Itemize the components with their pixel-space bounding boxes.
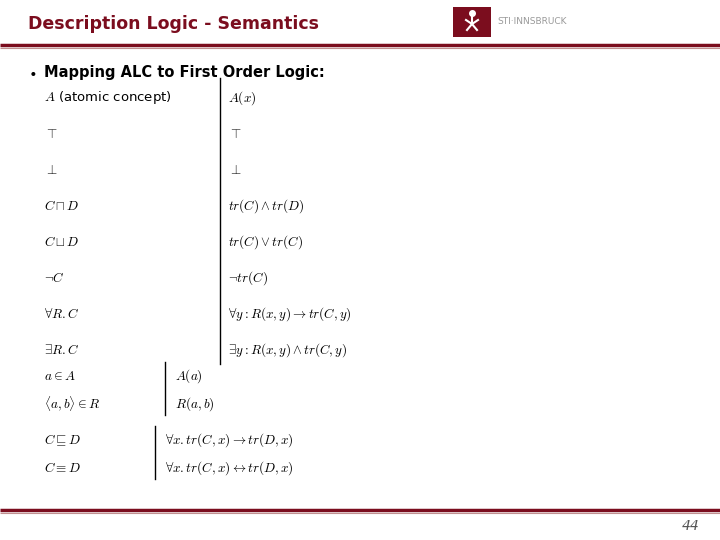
Text: $\neg tr(C)$: $\neg tr(C)$ (228, 269, 268, 287)
Text: $\top$: $\top$ (44, 127, 58, 140)
Text: $A$ (atomic concept): $A$ (atomic concept) (44, 90, 171, 106)
Text: $R(a,b)$: $R(a,b)$ (175, 395, 215, 413)
Text: $C \sqcup D$: $C \sqcup D$ (44, 235, 79, 249)
Text: $\forall R.C$: $\forall R.C$ (44, 307, 79, 321)
Text: $\neg C$: $\neg C$ (44, 271, 65, 285)
Text: $\forall y : R(x,y) \rightarrow tr(C,y)$: $\forall y : R(x,y) \rightarrow tr(C,y)$ (228, 305, 351, 323)
Text: 44: 44 (683, 519, 700, 533)
Text: STI·INNSBRUCK: STI·INNSBRUCK (497, 17, 567, 26)
Text: $\forall x.tr(C,x) \rightarrow tr(D,x)$: $\forall x.tr(C,x) \rightarrow tr(D,x)$ (165, 431, 294, 449)
Text: $a \in A$: $a \in A$ (44, 369, 76, 382)
Text: $\bot$: $\bot$ (228, 164, 242, 177)
Text: $\top$: $\top$ (228, 127, 242, 140)
Bar (453, 7, 491, 37)
Text: Mapping ALC to First Order Logic:: Mapping ALC to First Order Logic: (44, 64, 325, 79)
Text: $\langle a,b \rangle \in R$: $\langle a,b \rangle \in R$ (44, 394, 101, 414)
Text: $\exists R.C$: $\exists R.C$ (44, 343, 79, 357)
Text: $\bullet$: $\bullet$ (28, 65, 37, 79)
Text: $A(x)$: $A(x)$ (228, 89, 256, 107)
Text: $tr(C) \wedge tr(D)$: $tr(C) \wedge tr(D)$ (228, 197, 305, 215)
Text: Description Logic - Semantics: Description Logic - Semantics (28, 15, 319, 33)
Text: $\bot$: $\bot$ (44, 164, 58, 177)
Text: $C \sqcap D$: $C \sqcap D$ (44, 199, 79, 213)
Text: $C \sqsubseteq D$: $C \sqsubseteq D$ (44, 432, 81, 448)
Text: $\forall x.tr(C,x) \leftrightarrow tr(D,x)$: $\forall x.tr(C,x) \leftrightarrow tr(D,… (165, 459, 294, 477)
Text: $A(a)$: $A(a)$ (175, 367, 203, 385)
Text: $tr(C) \vee tr(C)$: $tr(C) \vee tr(C)$ (228, 233, 303, 251)
Text: $C \equiv D$: $C \equiv D$ (44, 461, 81, 475)
Text: $\exists y : R(x,y) \wedge tr(C,y)$: $\exists y : R(x,y) \wedge tr(C,y)$ (228, 341, 347, 359)
